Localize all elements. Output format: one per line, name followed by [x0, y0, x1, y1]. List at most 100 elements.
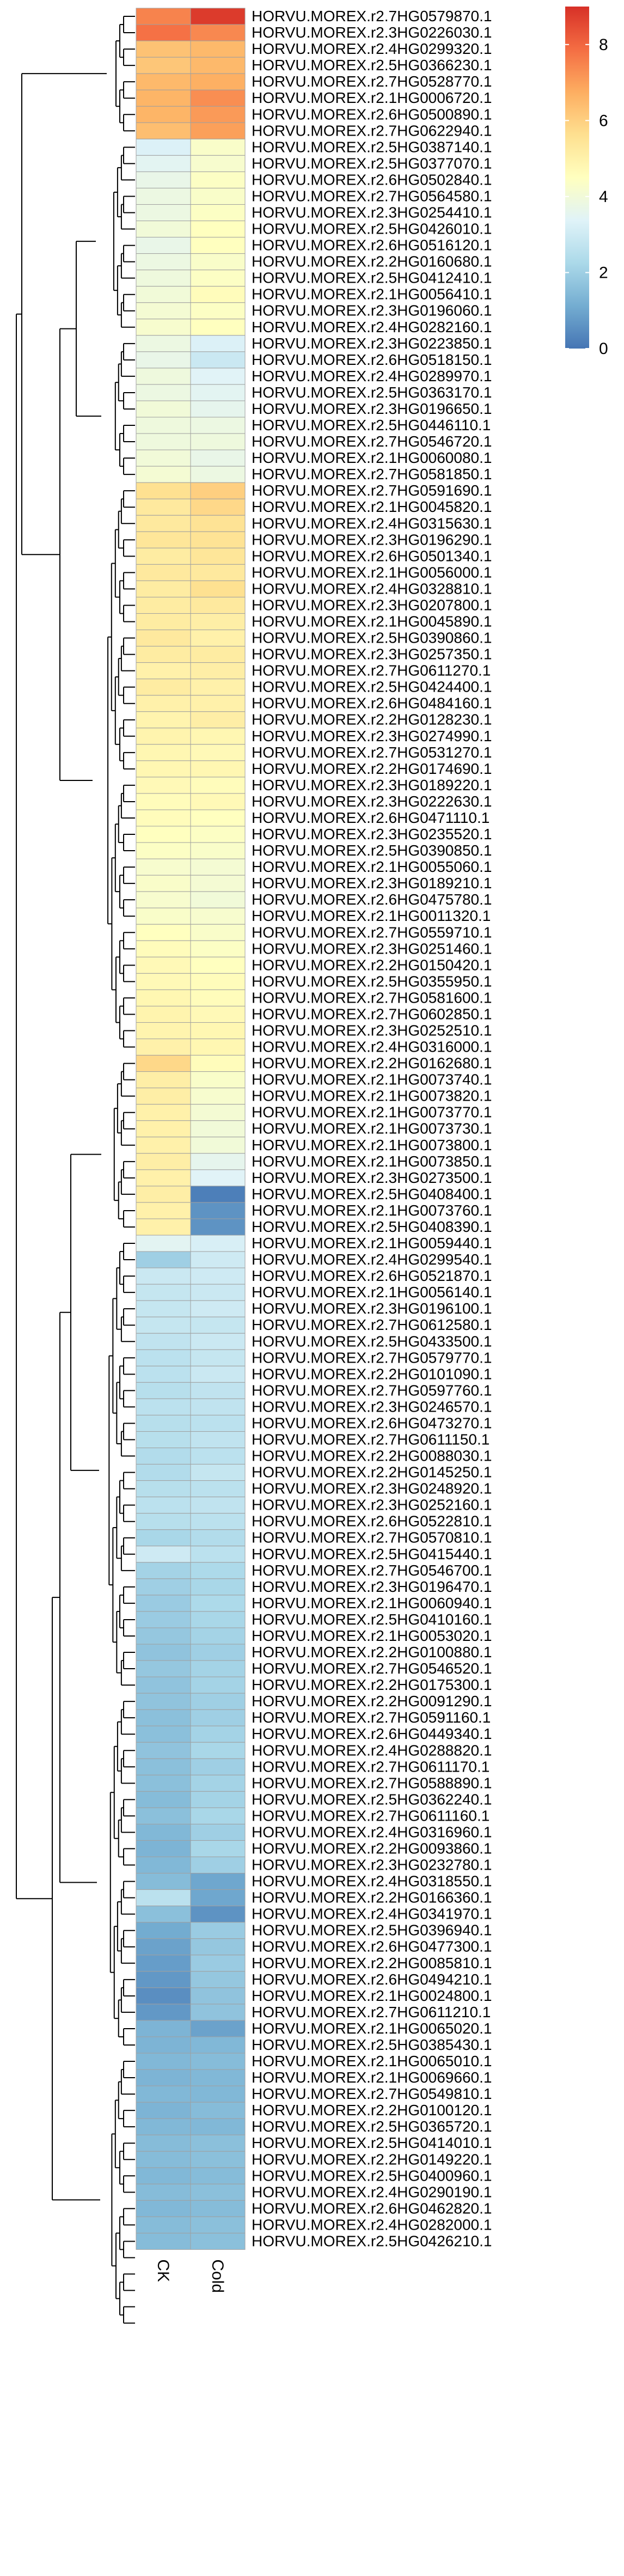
- row-label: HORVU.MOREX.r2.7HG0546720.1: [252, 433, 492, 450]
- heatmap-cell: [190, 253, 246, 271]
- heatmap-cell: [190, 319, 246, 336]
- heatmap-cell: [190, 138, 246, 156]
- heatmap-cell: [190, 384, 246, 401]
- row-label: HORVU.MOREX.r2.2HG0160680.1: [252, 253, 492, 270]
- heatmap-cell: [190, 2085, 246, 2103]
- heatmap-cell: [136, 498, 191, 516]
- row-label: HORVU.MOREX.r2.1HG0059440.1: [252, 1235, 492, 1252]
- heatmap-cell: [190, 760, 246, 778]
- heatmap-cell: [136, 449, 191, 467]
- heatmap-cell: [136, 1791, 191, 1808]
- heatmap-cell: [136, 1938, 191, 1956]
- heatmap-cell: [136, 2085, 191, 2103]
- heatmap-cell: [136, 596, 191, 614]
- heatmap-cell: [136, 2053, 191, 2070]
- heatmap-cell: [190, 1316, 246, 1334]
- row-label: HORVU.MOREX.r2.1HG0073760.1: [252, 1202, 492, 1219]
- heatmap-cell: [136, 368, 191, 385]
- heatmap-cell: [190, 777, 246, 794]
- heatmap-cell: [190, 1546, 246, 1563]
- heatmap-cell: [190, 1807, 246, 1824]
- heatmap-cell: [190, 1497, 246, 1514]
- heatmap-cell: [136, 1889, 191, 1907]
- heatmap-cell: [190, 221, 246, 238]
- legend-tick-label: 8: [599, 36, 608, 54]
- heatmap-cell: [136, 613, 191, 631]
- heatmap-cell: [136, 1365, 191, 1383]
- row-label: HORVU.MOREX.r2.3HG0189220.1: [252, 777, 492, 793]
- heatmap-cell: [190, 695, 246, 712]
- heatmap-cell: [190, 335, 246, 352]
- row-label: HORVU.MOREX.r2.4HG0328810.1: [252, 580, 492, 597]
- heatmap-cell: [136, 531, 191, 548]
- heatmap-cell: [136, 711, 191, 729]
- heatmap-cell: [190, 2102, 246, 2119]
- row-label: HORVU.MOREX.r2.6HG0477300.1: [252, 1938, 492, 1955]
- heatmap-cell: [136, 171, 191, 188]
- row-label: HORVU.MOREX.r2.5HG0410160.1: [252, 1611, 492, 1628]
- column-label: Cold: [209, 2259, 227, 2293]
- row-label: HORVU.MOREX.r2.1HG0060940.1: [252, 1595, 492, 1611]
- heatmap-cell: [190, 187, 246, 205]
- heatmap-cells: [136, 8, 246, 2250]
- row-label: HORVU.MOREX.r2.2HG0162680.1: [252, 1055, 492, 1072]
- row-label: HORVU.MOREX.r2.5HG0408400.1: [252, 1186, 492, 1202]
- heatmap-cell: [190, 1758, 246, 1775]
- row-label: HORVU.MOREX.r2.3HG0207800.1: [252, 596, 492, 613]
- heatmap-cell: [190, 1431, 246, 1449]
- row-label: HORVU.MOREX.r2.7HG0581600.1: [252, 989, 492, 1006]
- row-label: HORVU.MOREX.r2.5HG0390850.1: [252, 842, 492, 859]
- row-label: HORVU.MOREX.r2.3HG0246570.1: [252, 1398, 492, 1415]
- heatmap-cell: [190, 1857, 246, 1874]
- legend-tick-label: 0: [599, 340, 608, 358]
- row-label: HORVU.MOREX.r2.2HG0166360.1: [252, 1889, 492, 1906]
- row-label: HORVU.MOREX.r2.6HG0522810.1: [252, 1513, 492, 1530]
- row-label: HORVU.MOREX.r2.2HG0149220.1: [252, 2151, 492, 2168]
- heatmap-cell: [190, 1725, 246, 1743]
- heatmap-cell: [136, 1840, 191, 1858]
- row-label: HORVU.MOREX.r2.1HG0073730.1: [252, 1120, 492, 1137]
- row-label: HORVU.MOREX.r2.4HG0288820.1: [252, 1742, 492, 1759]
- heatmap-cell: [190, 1284, 246, 1301]
- row-label: HORVU.MOREX.r2.6HG0494210.1: [252, 1971, 492, 1988]
- heatmap-cell: [190, 1137, 246, 1154]
- row-label: HORVU.MOREX.r2.2HG0088030.1: [252, 1448, 492, 1464]
- heatmap-cell: [190, 24, 246, 41]
- heatmap-cell: [136, 1382, 191, 1399]
- heatmap-cell: [190, 646, 246, 663]
- row-label: HORVU.MOREX.r2.1HG0056410.1: [252, 286, 492, 303]
- heatmap-cell: [136, 1169, 191, 1187]
- heatmap-cell: [190, 1169, 246, 1187]
- heatmap-cell: [190, 2216, 246, 2233]
- heatmap-cell: [190, 449, 246, 467]
- heatmap-cell: [190, 1202, 246, 1219]
- row-label: HORVU.MOREX.r2.6HG0484160.1: [252, 695, 492, 712]
- heatmap-cell: [136, 237, 191, 254]
- heatmap-cell: [136, 400, 191, 418]
- heatmap-cell: [136, 760, 191, 778]
- row-label: HORVU.MOREX.r2.1HG0011320.1: [252, 907, 491, 924]
- heatmap-cell: [190, 1365, 246, 1383]
- heatmap-cell: [136, 253, 191, 271]
- heatmap-cell: [190, 1414, 246, 1432]
- heatmap-cell: [190, 1088, 246, 1105]
- row-label: HORVU.MOREX.r2.5HG0363170.1: [252, 384, 492, 401]
- column-label: CK: [154, 2259, 172, 2282]
- heatmap-cell: [190, 2069, 246, 2086]
- heatmap-cell: [190, 2118, 246, 2135]
- heatmap-cell: [136, 1267, 191, 1285]
- row-label: HORVU.MOREX.r2.3HG0248920.1: [252, 1480, 492, 1497]
- heatmap-cell: [190, 2200, 246, 2217]
- row-label: HORVU.MOREX.r2.3HG0196650.1: [252, 400, 492, 417]
- heatmap-cell: [136, 1431, 191, 1449]
- row-label: HORVU.MOREX.r2.1HG0073770.1: [252, 1104, 492, 1121]
- row-label: HORVU.MOREX.r2.7HG0612580.1: [252, 1316, 492, 1333]
- heatmap-cell: [190, 1955, 246, 1972]
- row-label: HORVU.MOREX.r2.7HG0546700.1: [252, 1562, 492, 1579]
- heatmap-cell: [190, 417, 246, 434]
- heatmap-cell: [136, 106, 191, 123]
- heatmap-cell: [136, 57, 191, 74]
- row-label: HORVU.MOREX.r2.7HG0611270.1: [252, 662, 491, 679]
- row-label: HORVU.MOREX.r2.7HG0591160.1: [252, 1709, 491, 1726]
- heatmap-cell: [190, 1676, 246, 1694]
